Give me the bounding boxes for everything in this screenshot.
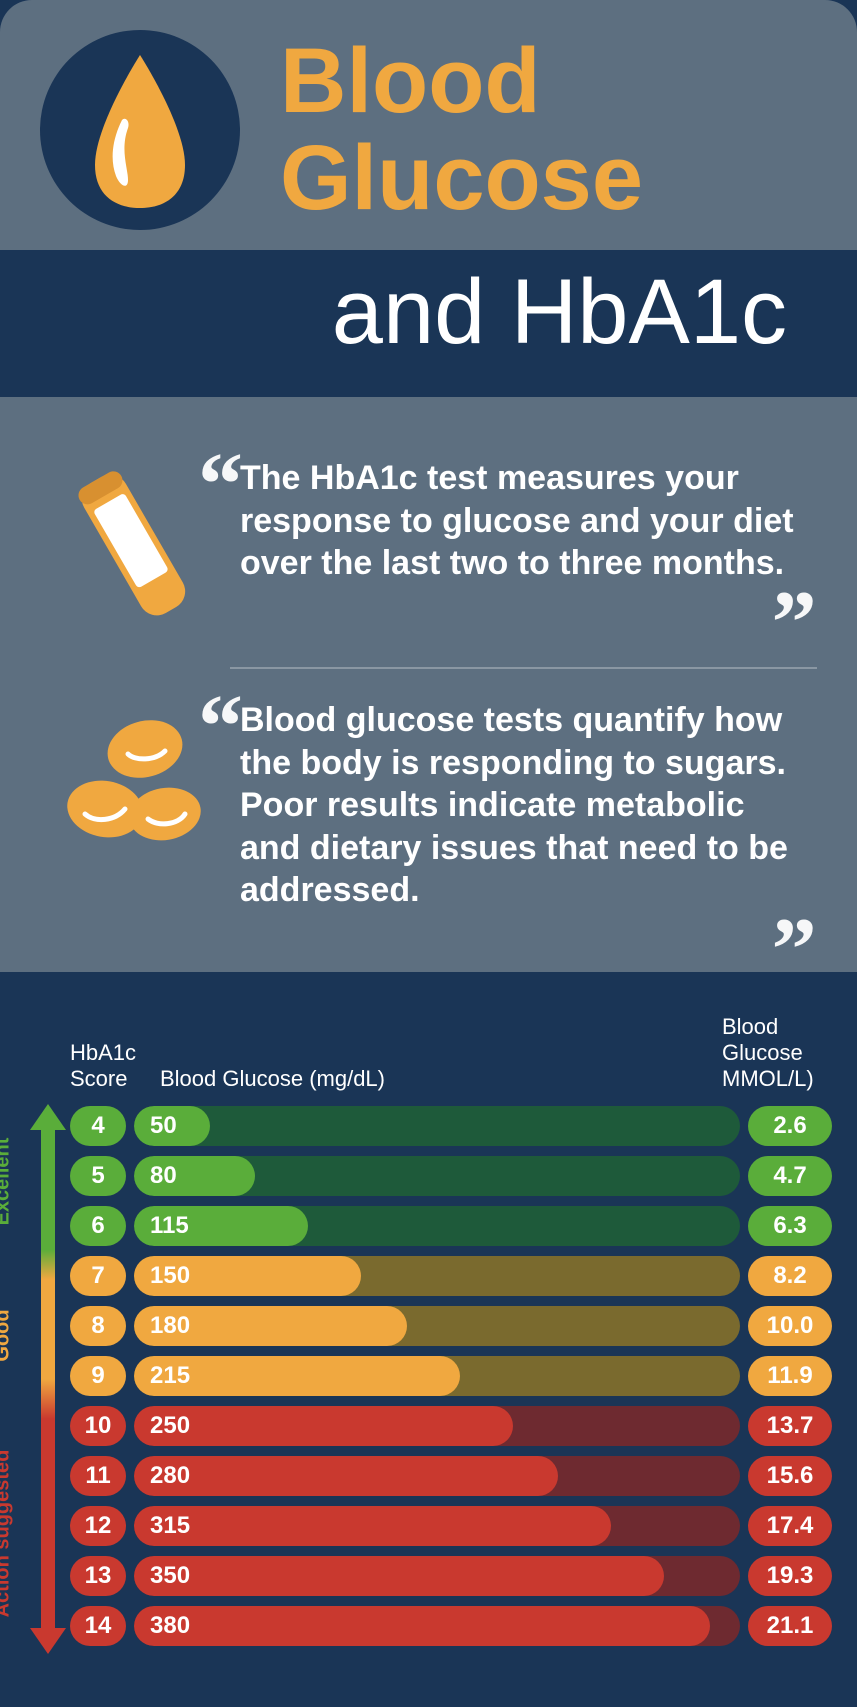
title-sub: and HbA1c	[332, 261, 817, 363]
score-pill: 8	[70, 1306, 126, 1346]
chart-row: 14 380 21.1	[70, 1604, 832, 1648]
header: Blood Glucose	[0, 0, 857, 250]
chart-row: 12 315 17.4	[70, 1504, 832, 1548]
mmol-pill: 8.2	[748, 1256, 832, 1296]
bar-value-label: 250	[150, 1412, 190, 1440]
mmol-pill: 15.6	[748, 1456, 832, 1496]
mmol-pill: 13.7	[748, 1406, 832, 1446]
chart-row: 8 180 10.0	[70, 1304, 832, 1348]
bar-track: 215	[134, 1356, 740, 1396]
bar-track: 280	[134, 1456, 740, 1496]
mmol-pill: 6.3	[748, 1206, 832, 1246]
mmol-pill: 17.4	[748, 1506, 832, 1546]
bar-fill	[134, 1456, 558, 1496]
arrow-shaft	[41, 1130, 55, 1628]
bar-track: 315	[134, 1506, 740, 1546]
bar-track: 50	[134, 1106, 740, 1146]
quote-2-wrap: “ Blood glucose tests quantify how the b…	[240, 699, 807, 912]
score-pill: 11	[70, 1456, 126, 1496]
drop-icon-circle	[40, 30, 240, 230]
header-score: HbA1c Score	[70, 1040, 150, 1092]
info-block-glucose: “ Blood glucose tests quantify how the b…	[40, 679, 817, 932]
mmol-pill: 21.1	[748, 1606, 832, 1646]
quote-2-text: Blood glucose tests quantify how the bod…	[240, 699, 807, 912]
score-pill: 6	[70, 1206, 126, 1246]
category-label: Good	[0, 1309, 15, 1361]
title-main: Blood Glucose	[280, 33, 817, 226]
score-pill: 5	[70, 1156, 126, 1196]
chart-body: ExcellentGoodAction suggested 4 50 2.6 5 80 4…	[25, 1104, 832, 1654]
bar-track: 115	[134, 1206, 740, 1246]
mmol-pill: 2.6	[748, 1106, 832, 1146]
drop-icon	[80, 50, 200, 210]
category-label: Excellent	[0, 1137, 15, 1225]
bar-track: 80	[134, 1156, 740, 1196]
chart-headers: HbA1c Score Blood Glucose (mg/dL) Blood …	[25, 1014, 832, 1092]
chart-row: 6 115 6.3	[70, 1204, 832, 1248]
score-pill: 14	[70, 1606, 126, 1646]
mmol-pill: 11.9	[748, 1356, 832, 1396]
header-mgdl: Blood Glucose (mg/dL)	[150, 1066, 722, 1092]
header-mmol: Blood Glucose MMOL/L)	[722, 1014, 832, 1092]
mmol-pill: 10.0	[748, 1306, 832, 1346]
info-section: “ The HbA1c test measures your response …	[0, 397, 857, 972]
bar-track: 350	[134, 1556, 740, 1596]
bar-value-label: 80	[150, 1162, 177, 1190]
bar-fill	[134, 1406, 513, 1446]
bar-fill	[134, 1556, 664, 1596]
mmol-pill: 4.7	[748, 1156, 832, 1196]
bar-value-label: 315	[150, 1512, 190, 1540]
bar-track: 180	[134, 1306, 740, 1346]
bar-value-label: 215	[150, 1362, 190, 1390]
chart-section: HbA1c Score Blood Glucose (mg/dL) Blood …	[0, 984, 857, 1684]
bar-track: 250	[134, 1406, 740, 1446]
score-pill: 13	[70, 1556, 126, 1596]
bar-value-label: 380	[150, 1612, 190, 1640]
score-pill: 4	[70, 1106, 126, 1146]
chart-row: 13 350 19.3	[70, 1554, 832, 1598]
vial-icon	[50, 457, 210, 637]
bar-value-label: 50	[150, 1112, 177, 1140]
mmol-pill: 19.3	[748, 1556, 832, 1596]
chart-row: 11 280 15.6	[70, 1454, 832, 1498]
score-pill: 10	[70, 1406, 126, 1446]
category-arrow: ExcellentGoodAction suggested	[25, 1104, 70, 1654]
bar-value-label: 150	[150, 1262, 190, 1290]
bar-fill	[134, 1506, 611, 1546]
chart-rows: 4 50 2.6 5 80 4.7 6 115 6.3 7 150 8.2 8 180 10.0 9 215 11…	[70, 1104, 832, 1654]
quote-1-wrap: “ The HbA1c test measures your response …	[240, 457, 807, 585]
bar-value-label: 115	[150, 1212, 189, 1240]
bar-track: 150	[134, 1256, 740, 1296]
info-block-hba1c: “ The HbA1c test measures your response …	[40, 437, 817, 657]
cells-icon	[50, 699, 210, 859]
score-pill: 7	[70, 1256, 126, 1296]
bar-fill	[134, 1606, 710, 1646]
chart-row: 5 80 4.7	[70, 1154, 832, 1198]
info-divider	[230, 667, 817, 669]
quote-1-text: The HbA1c test measures your response to…	[240, 457, 807, 585]
bar-value-label: 350	[150, 1562, 190, 1590]
bar-value-label: 280	[150, 1462, 190, 1490]
chart-row: 9 215 11.9	[70, 1354, 832, 1398]
bar-value-label: 180	[150, 1312, 190, 1340]
score-pill: 9	[70, 1356, 126, 1396]
chart-row: 10 250 13.7	[70, 1404, 832, 1448]
chart-row: 7 150 8.2	[70, 1254, 832, 1298]
score-pill: 12	[70, 1506, 126, 1546]
subtitle-bar: and HbA1c	[0, 250, 857, 385]
category-label: Action suggested	[0, 1449, 15, 1617]
chart-row: 4 50 2.6	[70, 1104, 832, 1148]
bar-track: 380	[134, 1606, 740, 1646]
arrow-up-icon	[30, 1104, 66, 1130]
arrow-down-icon	[30, 1628, 66, 1654]
